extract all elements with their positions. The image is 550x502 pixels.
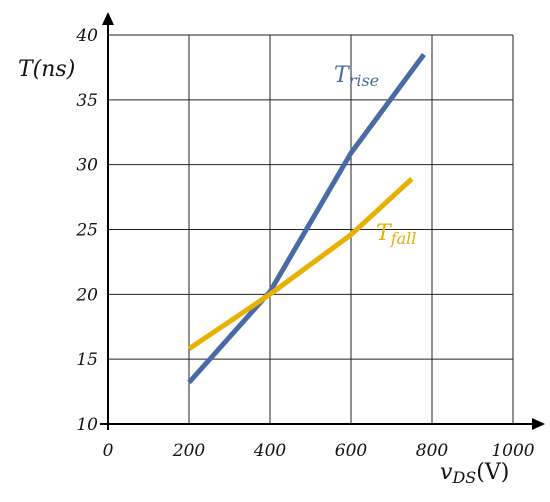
series-line-fall xyxy=(187,177,414,351)
x-tick-label: 600 xyxy=(335,441,368,461)
x-axis-title: vDS(V) xyxy=(440,460,509,487)
y-tick-label: 40 xyxy=(75,26,98,46)
y-tick-label: 10 xyxy=(76,415,98,435)
grid xyxy=(108,34,514,424)
y-axis-title: T(ns) xyxy=(18,57,75,82)
x-axis-arrow-icon xyxy=(532,418,545,430)
tick-labels: 0 200 400 600 800 1000 10 15 20 25 30 35 40 xyxy=(75,26,534,461)
x-axis-title-subscript: DS xyxy=(451,468,476,487)
series-label-rise-main: T xyxy=(334,63,351,88)
series-lines xyxy=(187,53,426,385)
series-line-rise xyxy=(187,53,426,385)
y-tick-label: 25 xyxy=(75,221,98,241)
x-tick-label: 0 xyxy=(103,441,114,461)
x-axis-title-unit: (V) xyxy=(476,460,509,485)
x-tick-label: 400 xyxy=(253,441,287,461)
series-label-fall-subscript: fall xyxy=(390,229,417,248)
y-tick-label: 35 xyxy=(76,91,98,111)
y-tick-label: 15 xyxy=(76,350,98,370)
x-axis-title-main: v xyxy=(440,460,453,485)
series-label-fall: Tfall xyxy=(376,221,416,248)
series-label-fall-main: T xyxy=(376,221,393,246)
x-tick-label: 1000 xyxy=(491,441,534,461)
series-label-rise: Trise xyxy=(334,63,379,90)
axes xyxy=(100,12,545,430)
x-tick-label: 800 xyxy=(416,441,449,461)
y-tick-label: 30 xyxy=(76,156,98,176)
x-tick-label: 200 xyxy=(172,441,206,461)
series-label-rise-subscript: rise xyxy=(349,71,379,90)
y-axis-arrow-icon xyxy=(102,12,114,25)
y-tick-label: 20 xyxy=(75,285,98,305)
